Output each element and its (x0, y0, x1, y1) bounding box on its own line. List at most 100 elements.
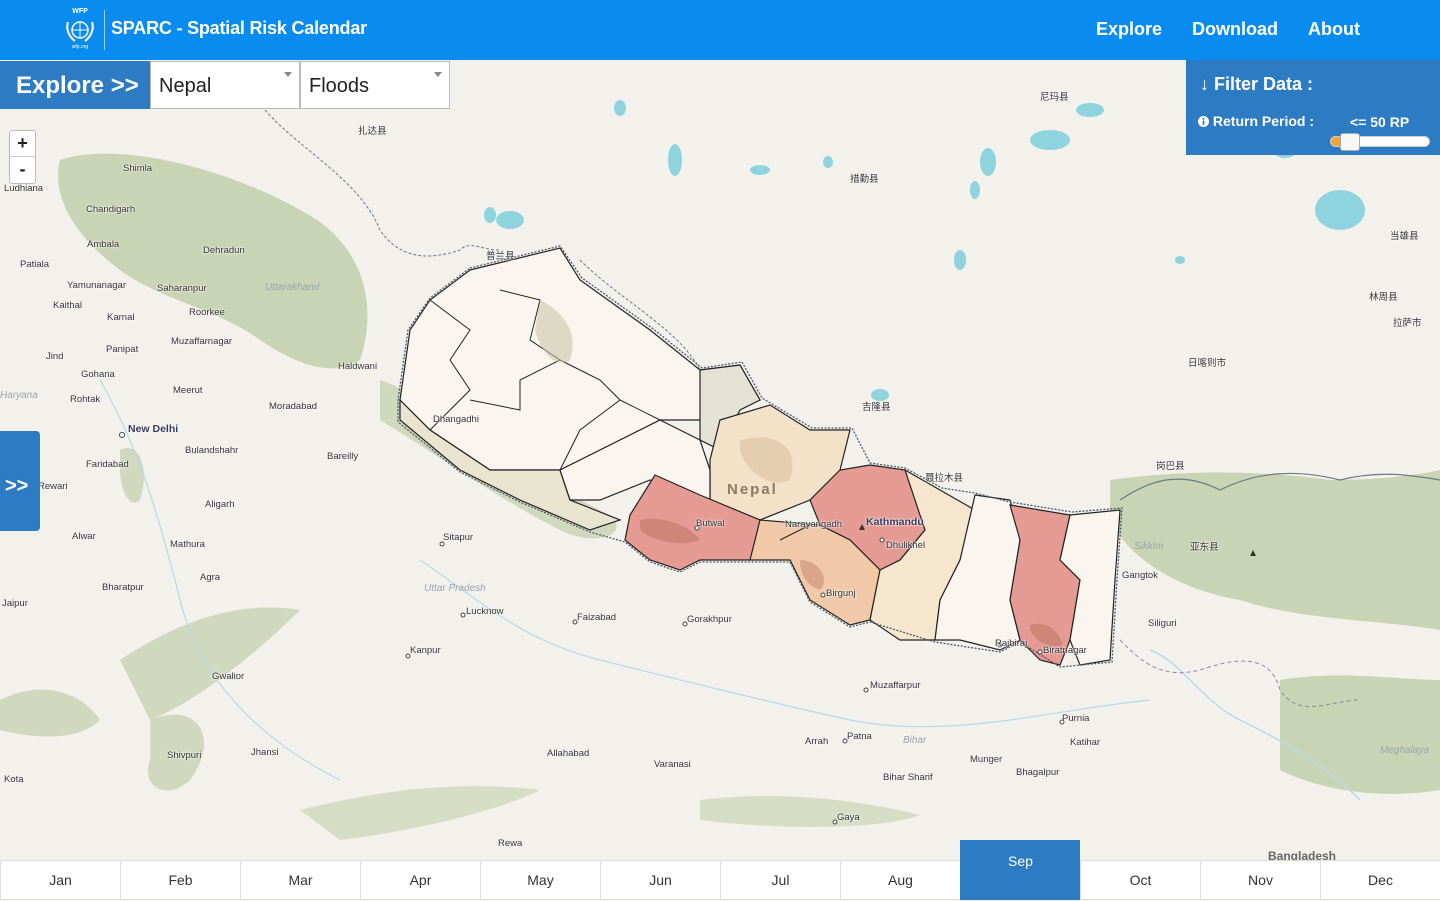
place-label: Kota (4, 774, 24, 785)
zoom-in-button[interactable]: + (10, 131, 35, 157)
place-label: Aligarh (205, 499, 235, 510)
place-label: Faizabad (577, 612, 617, 623)
place-label: Arrah (805, 736, 829, 747)
info-icon (1198, 116, 1209, 127)
return-period-label: Return Period : (1198, 113, 1314, 129)
place-label: Katihar (1070, 737, 1101, 748)
nav-explore-link[interactable]: Explore (1095, 19, 1163, 39)
region-label: Bangladesh (1268, 849, 1337, 860)
country-select[interactable]: Nepal (150, 61, 300, 109)
place-label: Patna (847, 731, 872, 742)
slider-handle[interactable] (1339, 133, 1360, 151)
place-label: Shivpuri (167, 750, 202, 761)
place-label: Kaithal (53, 300, 83, 311)
month-tab-label: Jan (49, 872, 72, 888)
nav-download-link[interactable]: Download (1192, 19, 1279, 39)
place-label: Lucknow (466, 606, 504, 617)
place-label: Chandigarh (86, 204, 136, 215)
filter-panel: ↓ Filter Data : Return Period : <= 50 RP (1186, 60, 1440, 155)
place-label: Patiala (20, 259, 50, 270)
month-tab-label: Apr (409, 872, 432, 888)
country-select-value: Nepal (159, 75, 212, 97)
place-label: Roorkee (189, 307, 225, 318)
sidebar-toggle-button[interactable]: >> (0, 431, 40, 531)
place-label: Agra (200, 572, 221, 583)
app-title: SPARC - Spatial Risk Calendar (111, 18, 367, 38)
zoom-control: + - (9, 130, 36, 184)
month-tab-label: Oct (1129, 872, 1152, 888)
place-label: Shimla (123, 163, 153, 174)
place-label: Ambala (87, 239, 120, 250)
logo-top-text: WFP (72, 8, 88, 15)
month-tab-apr[interactable]: Apr (360, 860, 480, 900)
place-label: Rohtak (70, 394, 101, 405)
place-label: Bhagalpur (1016, 767, 1060, 778)
wreath-icon (66, 21, 94, 42)
place-label: Yamunanagar (67, 280, 126, 291)
month-tab-may[interactable]: May (480, 860, 600, 900)
place-label: Rajbiraj (995, 638, 1028, 649)
place-label: Saharanpur (157, 283, 207, 294)
place-label: Muzaffarnagar (171, 336, 233, 347)
zoom-out-button[interactable]: - (19, 159, 26, 179)
place-label: 亚东县 (1190, 542, 1219, 553)
place-label: 拉萨市 (1393, 318, 1422, 329)
place-label: Rewari (38, 481, 68, 492)
month-tab-aug[interactable]: Aug (840, 860, 960, 900)
map-canvas[interactable]: Shimla Ludhiana Chandigarh Ambala Dehrad… (0, 60, 1440, 860)
explore-button[interactable]: Explore >> (0, 61, 150, 109)
month-tab-sep[interactable]: Sep (960, 840, 1080, 900)
place-label: Jaipur (2, 598, 28, 609)
month-tab-label: Jul (771, 872, 790, 888)
place-label: Kanpur (410, 645, 441, 656)
place-label: Dhangadhi (433, 414, 479, 425)
place-label: 尼玛县 (1040, 92, 1069, 103)
place-label: Jind (46, 351, 64, 362)
month-tab-label: Aug (888, 872, 913, 888)
month-tab-jun[interactable]: Jun (600, 860, 720, 900)
chevron-down-icon (434, 72, 442, 77)
month-tab-jul[interactable]: Jul (720, 860, 840, 900)
place-label: Alwar (72, 531, 96, 542)
month-tab-label: May (527, 872, 554, 888)
return-period-slider[interactable] (1330, 133, 1430, 151)
return-period-text: Return Period : (1212, 113, 1315, 129)
return-period-value: <= 50 RP (1350, 114, 1410, 130)
place-label: 吉隆县 (862, 402, 891, 413)
place-label: Narayangadh (785, 519, 843, 530)
month-tab-oct[interactable]: Oct (1080, 860, 1200, 900)
place-label: Karnal (107, 312, 135, 323)
app-header: WFP wfp.org SPARC - Spatial Risk Calenda… (0, 0, 1440, 60)
place-label: Siliguri (1148, 618, 1177, 629)
filter-title: ↓ Filter Data : (1200, 74, 1314, 94)
place-label: Faridabad (86, 459, 129, 470)
wfp-logo[interactable]: WFP wfp.org (60, 8, 100, 52)
place-label: Sitapur (443, 532, 474, 543)
month-tab-nov[interactable]: Nov (1200, 860, 1320, 900)
region-label: Bihar (903, 735, 927, 746)
basemap (0, 100, 1440, 840)
nav-about-link[interactable]: About (1308, 19, 1360, 39)
place-label: Bulandshahr (185, 445, 239, 456)
month-tab-feb[interactable]: Feb (120, 860, 240, 900)
place-label: Mathura (170, 539, 205, 550)
month-tab-jan[interactable]: Jan (0, 860, 120, 900)
place-label: Bareilly (327, 451, 359, 462)
country-label: Nepal (727, 481, 778, 498)
month-tab-label: Dec (1368, 872, 1393, 888)
place-label: 当雄县 (1390, 231, 1419, 242)
place-label: 扎达县 (358, 126, 387, 137)
place-label: 聂拉木县 (925, 473, 964, 484)
place-label: Rewa (498, 838, 523, 849)
place-label: Gangtok (1122, 570, 1158, 581)
month-tab-mar[interactable]: Mar (240, 860, 360, 900)
place-label: Meerut (173, 385, 203, 396)
top-nav: Explore Download About (1096, 19, 1360, 40)
place-label: Dhulikhel (886, 540, 926, 551)
place-label: Haldwani (338, 361, 378, 372)
place-label: 措勤县 (850, 174, 879, 185)
hazard-select[interactable]: Floods (300, 61, 450, 109)
month-tab-label: Mar (288, 872, 313, 888)
month-tab-dec[interactable]: Dec (1320, 860, 1440, 900)
place-label: Moradabad (269, 401, 318, 412)
